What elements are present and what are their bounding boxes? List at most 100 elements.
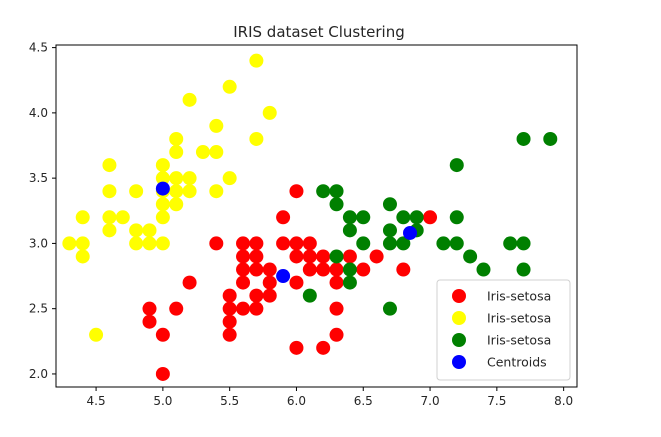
cluster-2-point	[155, 171, 170, 186]
legend-label: Iris-setosa	[487, 333, 551, 348]
cluster-1-point	[236, 275, 251, 290]
cluster-1-point	[289, 184, 304, 199]
cluster-2-point	[169, 197, 184, 212]
cluster-3-point	[342, 210, 357, 225]
legend-marker	[452, 289, 466, 303]
cluster-2-point	[89, 327, 104, 342]
cluster-1-point	[222, 288, 237, 303]
cluster-3-point	[396, 236, 411, 251]
cluster-3-point	[503, 236, 518, 251]
y-tick-label: 2.5	[29, 302, 48, 316]
y-axis: 2.0 2.5 3.0 3.5 4.0 4.5	[29, 41, 56, 381]
x-axis: 4.5 5.0 5.5 6.0 6.5 7.0 7.5 8.0	[87, 387, 573, 408]
cluster-1-point	[276, 210, 291, 225]
cluster-2-point	[169, 184, 184, 199]
chart-title: IRIS dataset Clustering	[233, 23, 404, 41]
legend-marker	[452, 333, 466, 347]
cluster-3-point	[356, 210, 371, 225]
cluster-1-point	[236, 236, 251, 251]
cluster-1-point	[329, 327, 344, 342]
cluster-1-point	[302, 236, 317, 251]
cluster-1-point	[423, 210, 438, 225]
cluster-1-point	[356, 262, 371, 277]
legend-label: Iris-setosa	[487, 289, 551, 304]
cluster-3-point	[449, 210, 464, 225]
plot-frame	[55, 44, 578, 388]
cluster-1-point	[329, 262, 344, 277]
cluster-1-point	[142, 314, 157, 329]
cluster-2-point	[169, 171, 184, 186]
cluster-2-point	[129, 184, 144, 199]
cluster-1-point	[169, 301, 184, 316]
cluster-3-point	[463, 249, 478, 264]
cluster-2-point	[75, 210, 90, 225]
cluster-2-point	[102, 158, 117, 173]
cluster-1-point	[249, 262, 264, 277]
cluster-1-point	[329, 301, 344, 316]
y-tick-label: 2.0	[29, 367, 48, 381]
cluster-1-point	[276, 236, 291, 251]
cluster-2-point	[182, 171, 197, 186]
cluster-1-point	[249, 249, 264, 264]
cluster-1-point	[316, 249, 331, 264]
cluster-1-point	[302, 262, 317, 277]
cluster-2-point	[195, 145, 210, 160]
centroid-point	[403, 225, 418, 240]
cluster-2-point	[222, 79, 237, 94]
cluster-2-point	[75, 249, 90, 264]
cluster-1-point	[262, 275, 277, 290]
cluster-1-point	[369, 249, 384, 264]
cluster-1-point	[396, 262, 411, 277]
cluster-3-point	[382, 223, 397, 238]
cluster-1-point	[289, 236, 304, 251]
cluster-1-point	[222, 314, 237, 329]
cluster-3-point	[516, 262, 531, 277]
y-tick-label: 3.0	[29, 236, 48, 250]
cluster-1-point	[342, 249, 357, 264]
cluster-2-point	[222, 171, 237, 186]
cluster-3-point	[342, 262, 357, 277]
y-tick-label: 4.5	[29, 41, 48, 55]
cluster-3-point	[302, 288, 317, 303]
x-tick-label: 6.0	[287, 394, 306, 408]
x-tick-label: 4.5	[87, 394, 106, 408]
cluster-1-point	[182, 275, 197, 290]
cluster-2-point	[182, 92, 197, 107]
cluster-2-point	[169, 131, 184, 146]
cluster-3-point	[449, 236, 464, 251]
cluster-2-point	[75, 236, 90, 251]
cluster-3-point	[409, 210, 424, 225]
cluster-2-point	[102, 184, 117, 199]
cluster-2-point	[155, 236, 170, 251]
x-tick-label: 5.5	[220, 394, 239, 408]
cluster-1-point	[262, 262, 277, 277]
legend: Iris-setosa Iris-setosa Iris-setosa Centroi…	[436, 279, 571, 381]
cluster-1-point	[262, 288, 277, 303]
cluster-3-point	[382, 197, 397, 212]
cluster-3-point	[342, 275, 357, 290]
x-tick-label: 6.5	[354, 394, 373, 408]
cluster-2-point	[62, 236, 77, 251]
cluster-1-point	[155, 327, 170, 342]
cluster-2-point	[142, 223, 157, 238]
y-tick-label: 4.0	[29, 106, 48, 120]
y-tick-label: 3.5	[29, 171, 48, 185]
cluster-2-point	[262, 105, 277, 120]
cluster-2-point	[129, 223, 144, 238]
x-tick-label: 8.0	[554, 394, 573, 408]
cluster-1-point	[209, 236, 224, 251]
cluster-1-point	[329, 275, 344, 290]
cluster-3-point	[356, 236, 371, 251]
legend-box	[436, 279, 571, 381]
cluster-1-point	[142, 301, 157, 316]
data-points	[62, 53, 558, 381]
cluster-2-point	[102, 210, 117, 225]
cluster-1-point	[155, 366, 170, 381]
cluster-1-point	[249, 288, 264, 303]
cluster-3-point	[543, 131, 558, 146]
cluster-2-point	[169, 145, 184, 160]
cluster-1-point	[236, 262, 251, 277]
centroid-point	[276, 269, 291, 284]
cluster-3-point	[316, 184, 331, 199]
